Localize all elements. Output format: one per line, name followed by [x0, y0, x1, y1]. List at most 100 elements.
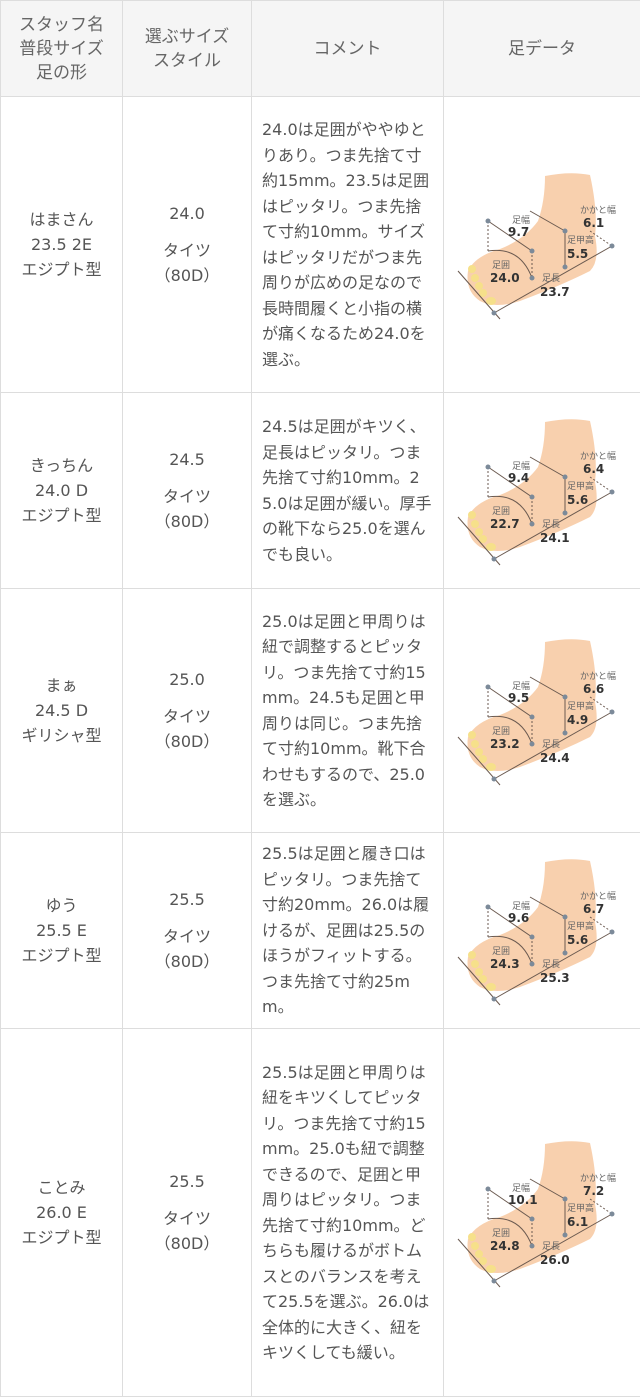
- label-instep: 足甲高: [567, 480, 594, 492]
- chosen-size: 25.0: [123, 667, 251, 692]
- style: タイツ: [123, 924, 251, 949]
- foot-data-cell: 足幅かかと幅足甲高足囲足長 9.4 6.4 5.6 22.7 24.1: [444, 393, 640, 589]
- label-instep: 足甲高: [567, 700, 594, 712]
- usual-size: 26.0 E: [1, 1200, 122, 1225]
- label-heel: かかと幅: [580, 890, 616, 902]
- table-row: きっちん 24.0 D エジプト型 24.5 タイツ （80D） 24.5は足囲…: [1, 393, 640, 589]
- staff-cell: ゆう 25.5 E エジプト型: [1, 833, 123, 1029]
- table-row: まぁ 24.5 D ギリシャ型 25.0 タイツ （80D） 25.0は足囲と甲…: [1, 589, 640, 833]
- label-heel: かかと幅: [580, 670, 616, 682]
- foot-data-cell: 足幅かかと幅足甲高足囲足長 9.5 6.6 4.9 23.2 24.4: [444, 589, 640, 833]
- foot-data-cell: 足幅かかと幅足甲高足囲足長 9.6 6.7 5.6 24.3 25.3: [444, 833, 640, 1029]
- style: タイツ: [123, 238, 251, 263]
- label-heel: かかと幅: [580, 204, 616, 216]
- value-length: 25.3: [540, 971, 570, 985]
- comment-cell: 25.0は足囲と甲周りは紐で調整するとピッタリ。つま先捨て寸約15mm。24.5…: [252, 589, 444, 833]
- header-line: スタッフ名: [1, 13, 122, 37]
- header-line: 普段サイズ: [1, 37, 122, 61]
- style: タイツ: [123, 484, 251, 509]
- header-staff: スタッフ名 普段サイズ 足の形: [1, 1, 123, 97]
- style: タイツ: [123, 1206, 251, 1231]
- table-header-row: スタッフ名 普段サイズ 足の形 選ぶサイズ スタイル コメント 足データ: [1, 1, 640, 97]
- value-length: 26.0: [540, 1253, 570, 1267]
- label-length: 足長: [542, 273, 560, 284]
- foot-shape: エジプト型: [1, 503, 122, 528]
- header-line: 足の形: [1, 61, 122, 85]
- value-width: 9.6: [508, 911, 529, 925]
- chosen-size: 24.5: [123, 447, 251, 472]
- label-length: 足長: [542, 739, 560, 750]
- value-instep: 6.1: [567, 1215, 588, 1229]
- usual-size: 25.5 E: [1, 918, 122, 943]
- value-girth: 22.7: [490, 517, 520, 531]
- staff-cell: きっちん 24.0 D エジプト型: [1, 393, 123, 589]
- value-length: 24.1: [540, 531, 570, 545]
- staff-name: まぁ: [1, 673, 122, 698]
- header-foot-data: 足データ: [444, 1, 640, 97]
- style: タイツ: [123, 704, 251, 729]
- header-line: 選ぶサイズ: [123, 25, 251, 49]
- staff-cell: ことみ 26.0 E エジプト型: [1, 1029, 123, 1397]
- table-row: ことみ 26.0 E エジプト型 25.5 タイツ （80D） 25.5は足囲と…: [1, 1029, 640, 1397]
- chosen-cell: 24.0 タイツ （80D）: [123, 97, 252, 393]
- usual-size: 24.0 D: [1, 478, 122, 503]
- value-width: 9.4: [508, 471, 529, 485]
- staff-name: ことみ: [1, 1175, 122, 1200]
- value-width: 9.5: [508, 691, 529, 705]
- chosen-size: 25.5: [123, 887, 251, 912]
- foot-data-cell: 足幅かかと幅足甲高足囲足長 9.7 6.1 5.5 24.0 23.7: [444, 97, 640, 393]
- value-heel: 7.2: [583, 1184, 604, 1198]
- denier: （80D）: [123, 263, 251, 288]
- value-girth: 24.8: [490, 1239, 520, 1253]
- denier: （80D）: [123, 729, 251, 754]
- value-instep: 5.6: [567, 933, 588, 947]
- label-heel: かかと幅: [580, 450, 616, 462]
- value-girth: 24.0: [490, 271, 520, 285]
- usual-size: 23.5 2E: [1, 232, 122, 257]
- foot-shape: エジプト型: [1, 943, 122, 968]
- label-girth: 足囲: [492, 506, 510, 517]
- header-size: 選ぶサイズ スタイル: [123, 1, 252, 97]
- staff-name: ゆう: [1, 893, 122, 918]
- value-length: 23.7: [540, 285, 570, 299]
- label-girth: 足囲: [492, 260, 510, 271]
- table-row: はまさん 23.5 2E エジプト型 24.0 タイツ （80D） 24.0は足…: [1, 97, 640, 393]
- chosen-cell: 24.5 タイツ （80D）: [123, 393, 252, 589]
- value-width: 9.7: [508, 225, 529, 239]
- value-girth: 23.2: [490, 737, 520, 751]
- table-row: ゆう 25.5 E エジプト型 25.5 タイツ （80D） 25.5は足囲と履…: [1, 833, 640, 1029]
- label-length: 足長: [542, 519, 560, 530]
- value-girth: 24.3: [490, 957, 520, 971]
- value-instep: 4.9: [567, 713, 588, 727]
- label-girth: 足囲: [492, 946, 510, 957]
- denier: （80D）: [123, 949, 251, 974]
- value-heel: 6.7: [583, 902, 604, 916]
- label-instep: 足甲高: [567, 920, 594, 932]
- label-heel: かかと幅: [580, 1172, 616, 1184]
- label-girth: 足囲: [492, 726, 510, 737]
- foot-shape: エジプト型: [1, 1225, 122, 1250]
- label-length: 足長: [542, 1241, 560, 1252]
- usual-size: 24.5 D: [1, 698, 122, 723]
- foot-shape: エジプト型: [1, 257, 122, 282]
- label-instep: 足甲高: [567, 234, 594, 246]
- staff-cell: はまさん 23.5 2E エジプト型: [1, 97, 123, 393]
- denier: （80D）: [123, 509, 251, 534]
- value-heel: 6.1: [583, 216, 604, 230]
- comment-cell: 24.0は足囲がややゆとりあり。つま先捨て寸約15mm。23.5は足囲はピッタリ…: [252, 97, 444, 393]
- comment-cell: 24.5は足囲がキツく、足長はピッタリ。つま先捨て寸約10mm。25.0は足囲が…: [252, 393, 444, 589]
- chosen-size: 24.0: [123, 201, 251, 226]
- value-instep: 5.6: [567, 493, 588, 507]
- value-instep: 5.5: [567, 247, 588, 261]
- foot-data-cell: 足幅かかと幅足甲高足囲足長 10.1 7.2 6.1 24.8 26.0: [444, 1029, 640, 1397]
- chosen-cell: 25.5 タイツ （80D）: [123, 833, 252, 1029]
- foot-shape: ギリシャ型: [1, 723, 122, 748]
- value-heel: 6.6: [583, 682, 604, 696]
- chosen-size: 25.5: [123, 1169, 251, 1194]
- denier: （80D）: [123, 1231, 251, 1256]
